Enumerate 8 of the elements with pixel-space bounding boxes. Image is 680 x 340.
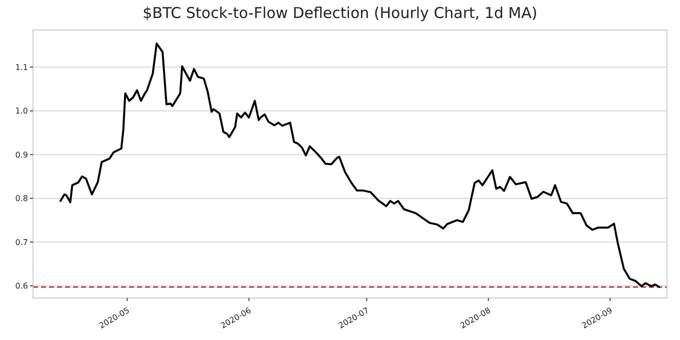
line-series [59,42,660,288]
y-tick-label: 0.7 [15,238,28,247]
y-tick-label: 1.0 [15,106,28,116]
y-tick-label: 0.9 [15,150,28,160]
chart-title: $BTC Stock-to-Flow Deflection (Hourly Chart, 1d MA) [142,4,538,22]
y-tick-label: 0.8 [15,194,28,204]
y-tick-label: 0.6 [15,282,28,291]
y-tick-label: 1.1 [15,62,28,72]
